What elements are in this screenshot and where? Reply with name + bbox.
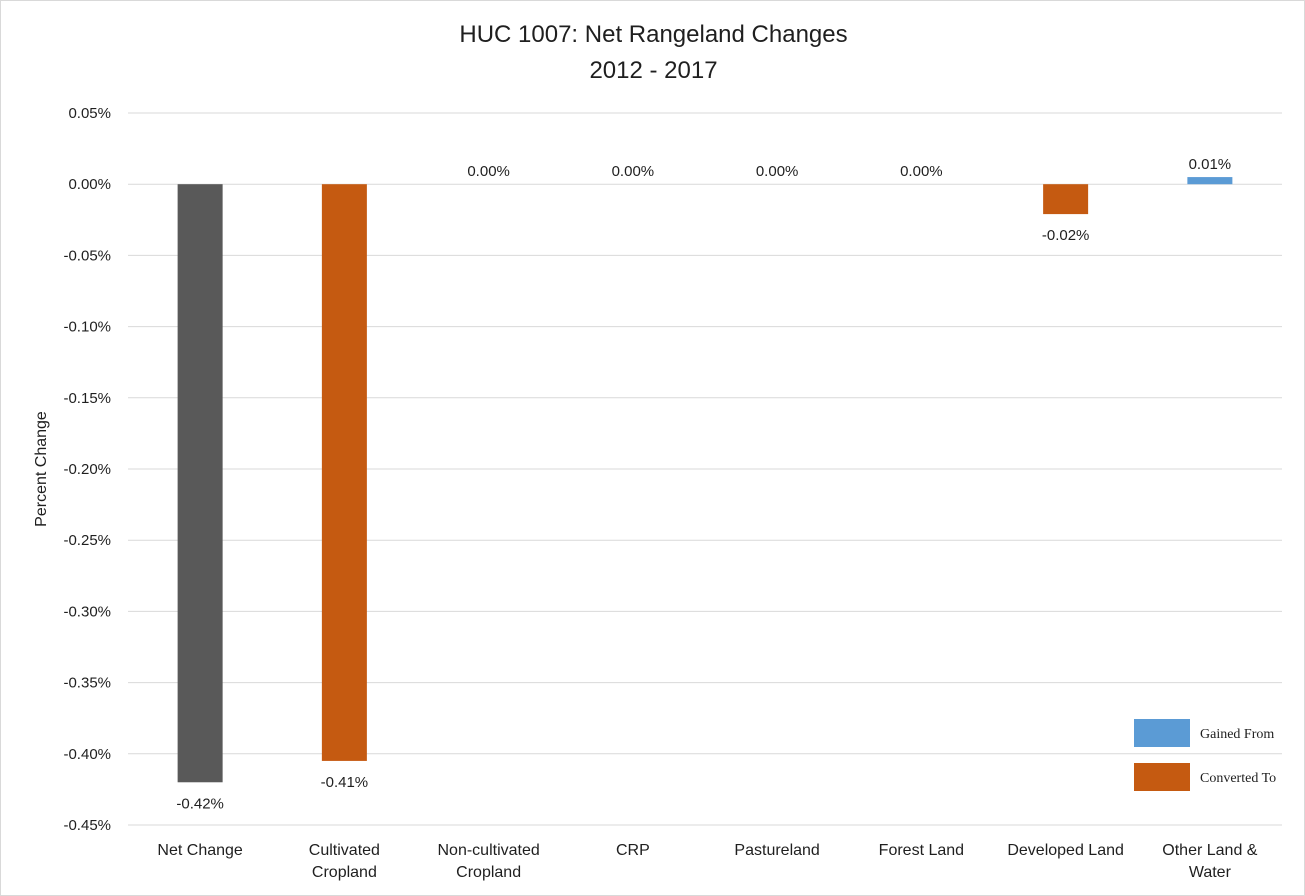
- data-label: -0.42%: [176, 795, 224, 812]
- chart-title: HUC 1007: Net Rangeland Changes: [459, 21, 848, 48]
- y-tick-label: -0.25%: [63, 532, 111, 549]
- data-label: -0.02%: [1042, 227, 1090, 244]
- x-tick-label: Developed Land: [1007, 842, 1124, 859]
- data-label: 0.00%: [467, 163, 510, 180]
- x-tick-label: Net Change: [157, 842, 242, 859]
- legend-swatch: [1134, 719, 1190, 747]
- x-tick-label: Cropland: [456, 864, 521, 881]
- data-label: 0.00%: [612, 163, 655, 180]
- x-tick-label: Forest Land: [879, 842, 964, 859]
- y-tick-label: -0.35%: [63, 675, 111, 692]
- y-tick-label: -0.10%: [63, 319, 111, 336]
- bar: [321, 184, 367, 761]
- y-tick-label: -0.30%: [63, 603, 111, 620]
- x-tick-label: Pastureland: [734, 842, 819, 859]
- y-tick-label: -0.40%: [63, 746, 111, 763]
- data-label: 0.00%: [756, 163, 799, 180]
- y-tick-label: -0.05%: [63, 247, 111, 264]
- bar: [1187, 177, 1233, 185]
- x-tick-label: Other Land &: [1162, 842, 1258, 859]
- legend-label: Gained From: [1200, 727, 1274, 742]
- bar: [177, 184, 223, 783]
- x-tick-label: Water: [1189, 864, 1232, 881]
- legend-swatch: [1134, 763, 1190, 791]
- y-tick-label: -0.15%: [63, 390, 111, 407]
- y-tick-label: -0.20%: [63, 461, 111, 478]
- bar: [1043, 184, 1089, 215]
- x-tick-label: Cultivated: [309, 842, 380, 859]
- chart-subtitle: 2012 - 2017: [589, 57, 718, 84]
- data-label: 0.01%: [1189, 156, 1232, 173]
- legend-label: Converted To: [1200, 771, 1276, 786]
- x-tick-label: CRP: [616, 842, 650, 859]
- y-tick-label: 0.05%: [68, 105, 111, 122]
- data-label: -0.41%: [321, 774, 369, 791]
- y-tick-label: -0.45%: [63, 817, 111, 834]
- x-tick-label: Non-cultivated: [437, 842, 539, 859]
- y-tick-label: 0.00%: [68, 176, 111, 193]
- x-tick-label: Cropland: [312, 864, 377, 881]
- data-label: 0.00%: [900, 163, 943, 180]
